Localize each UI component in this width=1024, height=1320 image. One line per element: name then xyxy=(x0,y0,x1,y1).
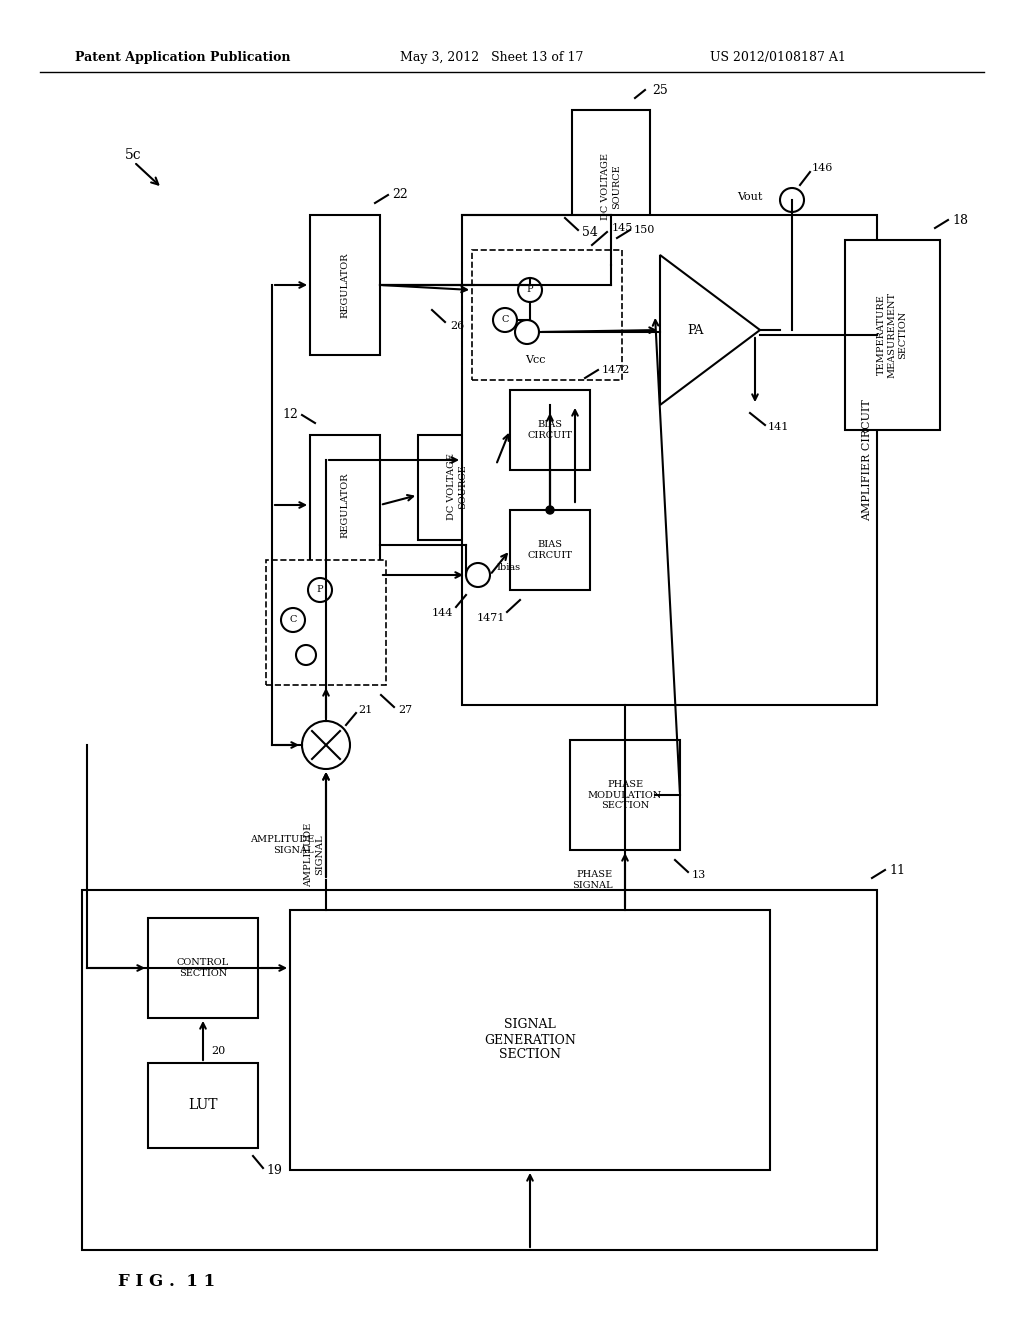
Text: 146: 146 xyxy=(812,162,834,173)
Text: AMPLIFIER CIRCUIT: AMPLIFIER CIRCUIT xyxy=(862,399,872,521)
Text: 20: 20 xyxy=(211,1045,225,1056)
Text: BIAS
CIRCUIT: BIAS CIRCUIT xyxy=(527,540,572,560)
Text: Patent Application Publication: Patent Application Publication xyxy=(75,50,291,63)
Text: 1471: 1471 xyxy=(476,612,505,623)
Text: 13: 13 xyxy=(692,870,707,880)
Text: 27: 27 xyxy=(398,705,412,715)
Bar xyxy=(310,215,380,355)
Text: 144: 144 xyxy=(432,609,453,618)
Text: BIAS
CIRCUIT: BIAS CIRCUIT xyxy=(527,420,572,440)
Text: 150: 150 xyxy=(634,224,655,235)
Text: 22: 22 xyxy=(392,189,408,202)
Text: PHASE
MODULATION
SECTION: PHASE MODULATION SECTION xyxy=(588,780,663,810)
Text: AMPLITUDE
SIGNAL: AMPLITUDE SIGNAL xyxy=(304,822,324,887)
Text: F I G .  1 1: F I G . 1 1 xyxy=(118,1274,215,1291)
Text: 12: 12 xyxy=(283,408,298,421)
Bar xyxy=(266,560,386,685)
Bar xyxy=(462,215,877,705)
Text: DC VOLTAGE
SOURCE: DC VOLTAGE SOURCE xyxy=(447,454,467,520)
Text: REGULATOR: REGULATOR xyxy=(341,252,349,318)
Text: PHASE
SIGNAL: PHASE SIGNAL xyxy=(572,870,613,890)
Bar xyxy=(510,510,590,590)
Text: AMPLITUDE
SIGNAL: AMPLITUDE SIGNAL xyxy=(250,836,314,855)
Bar xyxy=(572,110,650,265)
Bar xyxy=(418,436,496,540)
Text: 5c: 5c xyxy=(125,148,141,162)
Text: DC VOLTAGE
SOURCE: DC VOLTAGE SOURCE xyxy=(601,153,621,220)
Text: P: P xyxy=(316,586,324,594)
Bar xyxy=(510,389,590,470)
Text: LUT: LUT xyxy=(188,1098,218,1111)
Text: 21: 21 xyxy=(358,705,373,715)
Text: Vout: Vout xyxy=(736,191,762,202)
Bar xyxy=(570,741,680,850)
Bar xyxy=(845,240,940,430)
Circle shape xyxy=(546,506,554,513)
Text: 18: 18 xyxy=(952,214,968,227)
Bar xyxy=(290,909,770,1170)
Text: CONTROL
SECTION: CONTROL SECTION xyxy=(177,958,229,978)
Bar xyxy=(310,436,380,576)
Text: Ibias: Ibias xyxy=(496,562,520,572)
Text: 54: 54 xyxy=(582,226,598,239)
Text: 26: 26 xyxy=(450,321,464,331)
Text: 11: 11 xyxy=(889,863,905,876)
Text: Vcc: Vcc xyxy=(524,355,545,366)
Text: TEMPERATURE
MEASUREMENT
SECTION: TEMPERATURE MEASUREMENT SECTION xyxy=(878,292,907,378)
Bar xyxy=(472,249,622,380)
Text: 25: 25 xyxy=(652,83,668,96)
Bar xyxy=(82,890,877,1250)
Text: C: C xyxy=(290,615,297,624)
Text: REGULATOR: REGULATOR xyxy=(341,473,349,537)
Bar xyxy=(148,917,258,1018)
Text: 141: 141 xyxy=(768,422,790,432)
Text: May 3, 2012   Sheet 13 of 17: May 3, 2012 Sheet 13 of 17 xyxy=(400,50,584,63)
Text: 1472: 1472 xyxy=(602,366,631,375)
Text: US 2012/0108187 A1: US 2012/0108187 A1 xyxy=(710,50,846,63)
Text: PA: PA xyxy=(687,323,703,337)
Text: 19: 19 xyxy=(266,1163,282,1176)
Text: C: C xyxy=(502,315,509,325)
Bar xyxy=(148,1063,258,1148)
Text: SIGNAL
GENERATION
SECTION: SIGNAL GENERATION SECTION xyxy=(484,1019,575,1061)
Text: 145: 145 xyxy=(612,223,634,234)
Text: P: P xyxy=(526,285,534,294)
